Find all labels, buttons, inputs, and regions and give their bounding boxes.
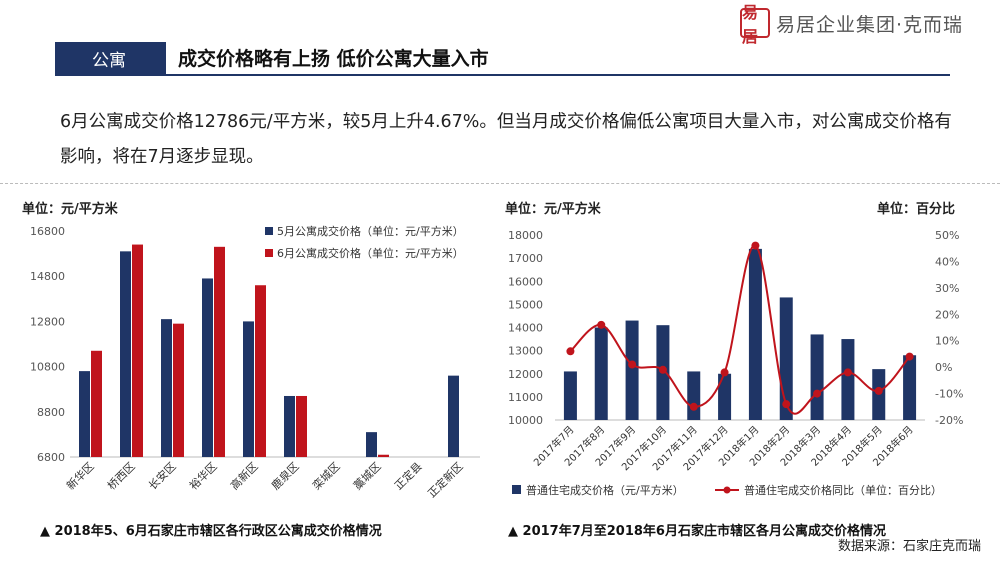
y-right-tick-label: 10% [935, 335, 959, 348]
left-chart-caption: ▲ 2018年5、6月石家庄市辖区各行政区公寓成交价格情况 [40, 524, 382, 539]
bar-monthly-price [718, 373, 732, 420]
bar-may [202, 278, 213, 457]
section-tag-rule [163, 42, 166, 74]
bar-june [91, 350, 102, 457]
section-tag: 公寓 [55, 42, 163, 74]
legend-swatch [265, 249, 273, 257]
y-right-tick-label: -20% [935, 414, 963, 427]
bar-monthly-price [903, 355, 917, 420]
y-left-tick-label: 11000 [508, 391, 543, 404]
y-left-tick-label: 15000 [508, 298, 543, 311]
x-tick-label: 裕华区 [186, 459, 219, 492]
yoy-point [628, 360, 637, 369]
y-left-tick-label: 12000 [508, 368, 543, 381]
y-tick-label: 14800 [30, 270, 65, 283]
bar-monthly-price [841, 339, 855, 420]
legend-label-bar: 普通住宅成交价格（元/平方米） [526, 483, 684, 497]
y-left-tick-label: 14000 [508, 322, 543, 335]
x-tick-label: 栾城区 [309, 459, 342, 492]
brand: 易居 易居企业集团·克而瑞 [740, 3, 964, 46]
bar-may [284, 395, 295, 457]
yoy-point [720, 368, 729, 377]
yoy-point [813, 389, 822, 398]
section-headline: 成交价格略有上扬 低价公寓大量入市 [178, 48, 489, 70]
x-tick-label: 藁城区 [351, 460, 384, 493]
brand-logo: 易居 [740, 3, 770, 46]
bar-may [243, 321, 254, 457]
right-chart-caption: ▲ 2017年7月至2018年6月石家庄市辖区各月公寓成交价格情况 [508, 524, 886, 539]
y-right-tick-label: 30% [935, 282, 959, 295]
bar-june [378, 454, 389, 457]
brand-name: 易居企业集团·克而瑞 [776, 13, 964, 36]
y-tick-label: 10800 [30, 361, 65, 374]
legend-swatch [265, 227, 273, 235]
y-right-tick-label: 0% [935, 361, 952, 374]
bar-may [161, 319, 172, 457]
yoy-point [905, 352, 914, 361]
district-price-chart: 6800 8800 10800 12800 14800 16800 新华区 桥西区 长安区 裕华区… [30, 224, 480, 500]
bar-monthly-price [748, 248, 762, 420]
yoy-point [689, 402, 698, 411]
legend-label: 6月公寓成交价格（单位：元/平方米） [277, 246, 464, 260]
x-tick-label: 正定新区 [425, 459, 466, 500]
y-left-tick-label: 17000 [508, 252, 543, 265]
y-left-tick-label: 16000 [508, 275, 543, 288]
bar-june [296, 395, 307, 457]
legend-label: 5月公寓成交价格（单位：元/平方米） [277, 224, 464, 238]
y-tick-label: 12800 [30, 315, 65, 328]
x-tick-label: 鹿泉区 [268, 459, 301, 492]
bar-monthly-price [594, 327, 608, 420]
x-tick-label: 长安区 [145, 459, 178, 492]
right-chart-unit-label-left: 单位：元/平方米 [505, 202, 601, 217]
yoy-point [751, 241, 760, 250]
yoy-point [566, 347, 575, 356]
y-left-tick-label: 10000 [508, 414, 543, 427]
bar-may [448, 375, 459, 457]
yoy-point [782, 400, 791, 409]
right-chart-unit-label-right: 单位：百分比 [877, 202, 956, 217]
bar-monthly-price [625, 320, 639, 420]
bar-june [255, 285, 266, 457]
legend-line-marker [723, 486, 731, 494]
y-right-tick-label: 50% [935, 229, 959, 242]
yoy-point [658, 365, 667, 374]
bar-may [366, 432, 377, 457]
bar-monthly-price [810, 334, 824, 420]
x-tick-label: 桥西区 [105, 460, 138, 493]
bar-monthly-price [687, 371, 701, 420]
bar-june [132, 244, 143, 457]
y-tick-label: 6800 [37, 451, 65, 464]
yoy-line [569, 244, 911, 415]
intro-paragraph: 6月公寓成交价格12786元/平方米，较5月上升4.67%。但当月成交价格偏低公… [60, 112, 952, 167]
yoy-point [843, 368, 852, 377]
y-left-tick-label: 18000 [508, 229, 543, 242]
x-tick-label: 高新区 [227, 459, 260, 492]
data-source: 数据来源：石家庄克而瑞 [838, 539, 982, 554]
yoy-point [874, 386, 883, 395]
bar-monthly-price [563, 371, 577, 420]
y-tick-label: 8800 [37, 406, 65, 419]
bar-may [79, 371, 90, 457]
y-tick-label: 16800 [30, 225, 65, 238]
y-right-tick-label: 40% [935, 255, 959, 268]
bar-may [120, 251, 131, 457]
dashed-divider [0, 183, 1000, 184]
legend-swatch-bar [512, 485, 521, 494]
bar-june [173, 323, 184, 457]
y-right-tick-label: 20% [935, 308, 959, 321]
monthly-price-chart: 10000 11000 12000 13000 14000 15000 16000 17000… [508, 229, 963, 497]
x-tick-label: 正定县 [391, 459, 424, 492]
yoy-point [597, 320, 606, 329]
legend-label-line: 普通住宅成交价格同比（单位：百分比） [744, 483, 942, 497]
y-right-tick-label: -10% [935, 388, 963, 401]
bar-june [214, 246, 225, 457]
left-chart-unit-label: 单位：元/平方米 [22, 202, 118, 217]
y-left-tick-label: 13000 [508, 345, 543, 358]
x-tick-label: 新华区 [63, 459, 96, 492]
header-underline [55, 74, 950, 76]
